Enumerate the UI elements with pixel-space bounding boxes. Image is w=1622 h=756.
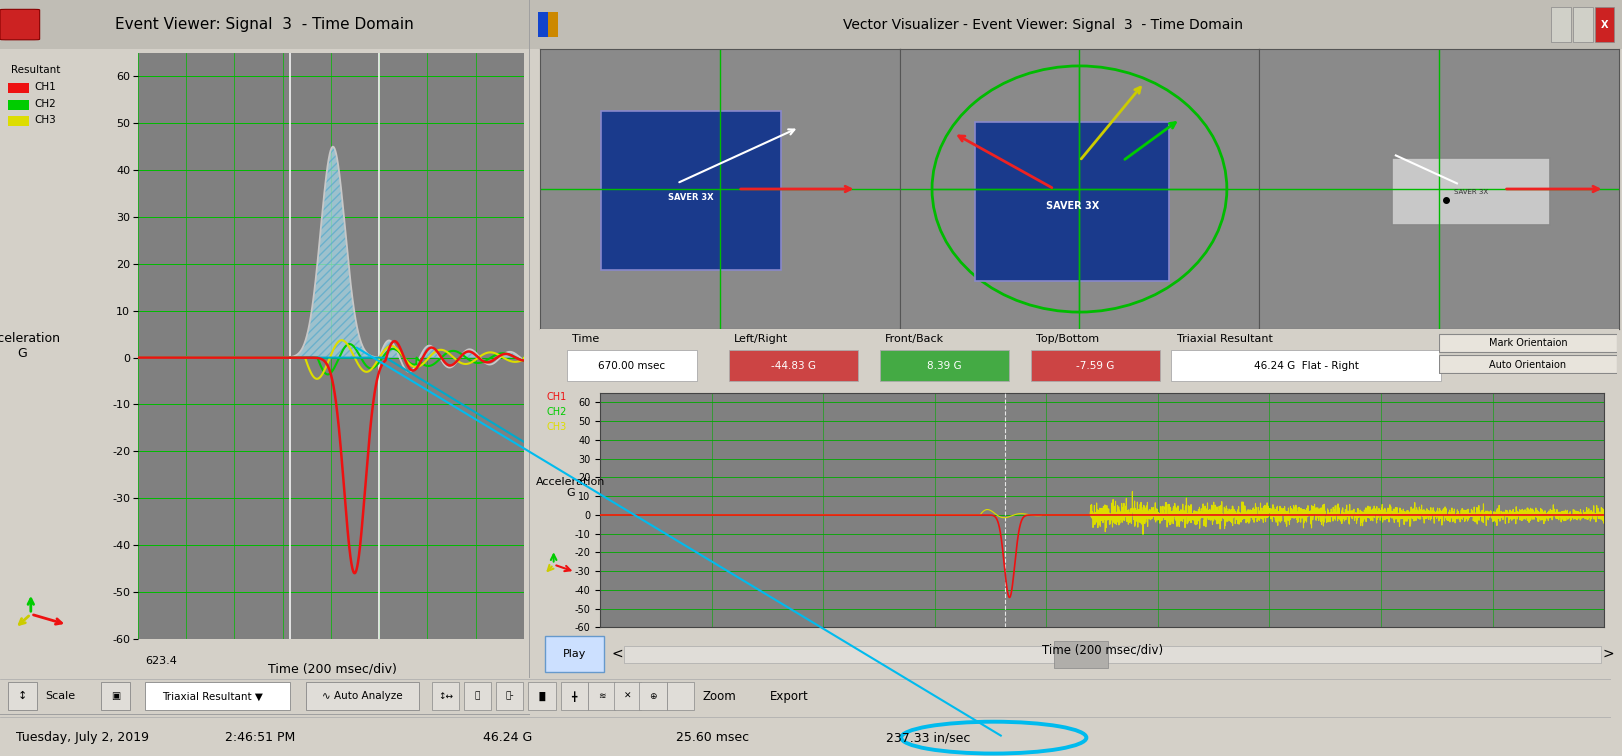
Text: 0: 0 — [600, 642, 607, 652]
Text: ↕↔: ↕↔ — [438, 692, 453, 701]
Text: ▐▌: ▐▌ — [535, 692, 548, 701]
Text: 237.33 in/sec: 237.33 in/sec — [886, 731, 970, 744]
Bar — [1171, 350, 1440, 381]
Text: CH2: CH2 — [34, 98, 55, 109]
Text: X: X — [1601, 20, 1609, 29]
Text: Event Viewer: Signal  3  - Time Domain: Event Viewer: Signal 3 - Time Domain — [115, 17, 414, 32]
Bar — [539, 12, 548, 37]
Text: ⌒-: ⌒- — [506, 692, 514, 701]
Bar — [1594, 8, 1614, 42]
Text: CH1: CH1 — [547, 392, 566, 402]
Text: SAVER 3X: SAVER 3X — [1046, 201, 1098, 211]
Text: ≋: ≋ — [599, 692, 605, 701]
Text: Triaxial Resultant ▼: Triaxial Resultant ▼ — [162, 691, 263, 702]
Bar — [587, 683, 615, 710]
Bar — [307, 683, 418, 710]
Text: Time: Time — [573, 334, 600, 344]
Bar — [879, 350, 1009, 381]
Text: 46.24 G: 46.24 G — [483, 731, 532, 744]
Text: -7.59 G: -7.59 G — [1077, 361, 1114, 370]
Text: Vector Visualizer - Event Viewer: Signal  3  - Time Domain: Vector Visualizer - Event Viewer: Signal… — [843, 17, 1244, 32]
Text: Tuesday, July 2, 2019: Tuesday, July 2, 2019 — [16, 731, 149, 744]
Bar — [464, 683, 491, 710]
Bar — [639, 683, 667, 710]
Bar — [8, 683, 37, 710]
Bar — [102, 683, 130, 710]
Text: 1638.4: 1638.4 — [1565, 642, 1604, 652]
Text: Top/Bottom: Top/Bottom — [1036, 334, 1100, 344]
Text: SAVER 3X: SAVER 3X — [1455, 189, 1489, 195]
Text: 46.24 G  Flat - Right: 46.24 G Flat - Right — [1254, 361, 1358, 370]
Text: CH3: CH3 — [547, 422, 566, 432]
Text: Time (200 msec/div): Time (200 msec/div) — [268, 662, 397, 676]
Text: ∿ Auto Analyze: ∿ Auto Analyze — [323, 691, 402, 702]
Text: ╋: ╋ — [571, 691, 577, 702]
Text: Mark Orientaion: Mark Orientaion — [1489, 339, 1567, 349]
Text: Time (200 msec/div): Time (200 msec/div) — [1043, 643, 1163, 657]
Text: Zoom: Zoom — [702, 689, 736, 703]
Text: 8.39 G: 8.39 G — [928, 361, 962, 370]
FancyBboxPatch shape — [602, 110, 782, 270]
Bar — [1054, 641, 1108, 668]
Text: Export: Export — [770, 689, 809, 703]
Bar — [144, 683, 290, 710]
Text: 2:46:51 PM: 2:46:51 PM — [225, 731, 295, 744]
Bar — [623, 646, 1601, 663]
Text: Acceleration
G: Acceleration G — [537, 477, 605, 498]
Text: Left/Right: Left/Right — [735, 334, 788, 344]
Text: ⊕: ⊕ — [649, 692, 657, 701]
Bar — [1573, 8, 1593, 42]
Bar — [568, 350, 696, 381]
Bar — [667, 683, 694, 710]
Text: Play: Play — [563, 649, 586, 659]
Text: >: > — [1603, 647, 1614, 661]
Text: ▣: ▣ — [112, 691, 120, 702]
Text: CH3: CH3 — [34, 115, 55, 125]
FancyBboxPatch shape — [1439, 355, 1617, 373]
Text: Triaxial Resultant: Triaxial Resultant — [1176, 334, 1272, 344]
Text: CH1: CH1 — [34, 82, 55, 92]
Bar — [539, 12, 558, 37]
Text: CH2: CH2 — [547, 407, 568, 417]
Text: ↕: ↕ — [18, 691, 28, 702]
FancyBboxPatch shape — [1392, 158, 1551, 225]
Text: -44.83 G: -44.83 G — [770, 361, 816, 370]
Text: 623.4: 623.4 — [146, 656, 177, 666]
Text: Resultant: Resultant — [11, 65, 60, 76]
Bar — [561, 683, 587, 710]
Bar — [728, 350, 858, 381]
Text: Front/Back: Front/Back — [886, 334, 944, 344]
Text: 670.00 msec: 670.00 msec — [599, 361, 665, 370]
Text: Acceleration
G: Acceleration G — [0, 332, 62, 360]
Bar — [613, 683, 641, 710]
Text: ⌒: ⌒ — [475, 692, 480, 701]
Text: 25.60 msec: 25.60 msec — [676, 731, 749, 744]
Bar — [1032, 350, 1160, 381]
FancyBboxPatch shape — [0, 9, 39, 40]
Text: SAVER 3X: SAVER 3X — [668, 193, 714, 202]
Text: Auto Orientaion: Auto Orientaion — [1489, 360, 1567, 370]
FancyBboxPatch shape — [1439, 334, 1617, 352]
FancyBboxPatch shape — [975, 122, 1169, 281]
Bar — [1551, 8, 1570, 42]
Text: <: < — [611, 647, 623, 661]
Bar — [431, 683, 459, 710]
Bar — [496, 683, 524, 710]
Bar — [545, 636, 605, 672]
Bar — [529, 683, 556, 710]
Text: ✕: ✕ — [623, 692, 631, 701]
Text: Scale: Scale — [45, 691, 75, 702]
